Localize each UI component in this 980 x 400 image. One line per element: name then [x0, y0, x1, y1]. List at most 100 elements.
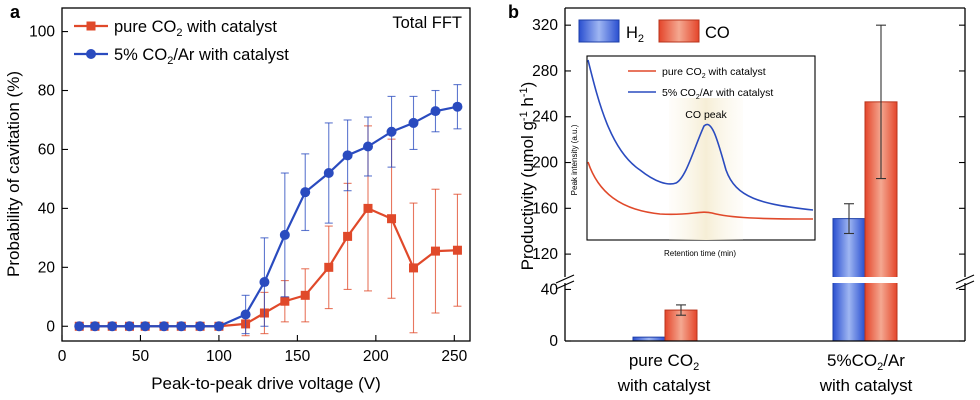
panel-a-frame — [61, 7, 471, 342]
data-point — [176, 321, 187, 332]
legend-text-rest: with catalyst — [182, 18, 277, 36]
co-peak-label: CO peak — [685, 109, 727, 121]
cat-main: 5%CO — [827, 351, 877, 370]
category-label-5pct-co2-ar: 5%CO2/Ar — [827, 351, 905, 373]
y-tick-label: 60 — [38, 141, 56, 158]
category-labels: pure CO2 with catalyst 5%CO2/Ar with cat… — [617, 351, 913, 395]
legend-item-pure-co2: pure CO2 with catalyst — [74, 18, 277, 39]
panel-a-series — [74, 84, 463, 337]
series-pure-co2 — [74, 125, 462, 337]
legend-text-subscript: 2 — [696, 94, 700, 101]
legend-marker-pure-co2 — [86, 21, 96, 31]
data-point — [363, 203, 373, 213]
axis-break-marks — [555, 274, 975, 290]
data-point — [300, 290, 310, 300]
panel-b-letter: b — [508, 2, 519, 22]
legend-text-main: H — [626, 24, 638, 42]
cat-main: pure CO — [629, 351, 693, 370]
cat-sub: 2 — [693, 361, 699, 373]
inset-trace-pure-co2 — [587, 161, 814, 220]
data-point — [387, 214, 397, 224]
y-tick-label: 320 — [532, 17, 558, 34]
inset-legend: pure CO2 with catalyst 5% CO2/Ar with ca… — [628, 66, 773, 101]
y-tick-label: 80 — [38, 83, 56, 100]
x-tick-label: 50 — [132, 348, 150, 365]
data-point — [140, 321, 151, 332]
panel-a-x-ticks: 0 50 100 150 200 250 — [58, 335, 468, 365]
cat-rest: /Ar — [883, 351, 905, 370]
legend-text-main: pure CO — [114, 18, 177, 36]
legend-label-pure-co2: pure CO2 with catalyst — [114, 18, 277, 39]
total-fft-annotation: Total FFT — [392, 14, 462, 32]
x-tick-label: 0 — [58, 348, 67, 365]
category-label-5pct-co2-ar-line2: with catalyst — [819, 376, 913, 395]
legend-text-subscript: 2 — [702, 73, 706, 80]
data-point — [409, 263, 419, 273]
series-line — [79, 105, 458, 328]
category-label-pure-co2-line2: with catalyst — [617, 376, 711, 395]
data-point — [300, 187, 311, 198]
data-point — [259, 277, 270, 288]
legend-text-rest: /Ar with catalyst — [700, 87, 774, 99]
x-tick-label: 100 — [206, 348, 232, 365]
data-point — [452, 101, 463, 112]
data-point — [408, 117, 419, 128]
x-tick-label: 200 — [363, 348, 389, 365]
panel-a-x-axis-title: Peak-to-peak drive voltage (V) — [151, 374, 381, 393]
y-title-end: ) — [518, 82, 537, 88]
axis-break-gap — [566, 277, 964, 283]
y-tick-label: 0 — [46, 318, 55, 335]
panel-a-letter: a — [10, 2, 21, 22]
data-point — [74, 321, 85, 332]
y-tick-label: 160 — [532, 200, 558, 217]
y-tick-label: 240 — [532, 109, 558, 126]
panel-b-y-axis-title: Productivity (umol g-1 h-1) — [518, 82, 537, 271]
y-tick-label: 100 — [29, 24, 55, 41]
y-tick-label: 40 — [38, 200, 56, 217]
legend-label-co: CO — [705, 24, 730, 42]
legend-text-rest: /Ar with catalyst — [173, 46, 289, 64]
data-point — [452, 245, 462, 255]
legend-text-main: 5% CO — [114, 46, 167, 64]
category-label-pure-co2: pure CO2 — [629, 351, 699, 373]
y-tick-label: 120 — [532, 246, 558, 263]
data-point — [342, 150, 353, 161]
legend-text-subscript: 2 — [176, 27, 182, 39]
y-tick-label: 0 — [549, 333, 558, 350]
panel-a-legend: pure CO2 with catalyst 5% CO2/Ar with ca… — [74, 18, 289, 67]
legend-text-subscript: 2 — [638, 33, 644, 45]
legend-text-main: 5% CO — [662, 87, 696, 99]
data-point — [363, 141, 373, 152]
inset-legend-label-pure-co2: pure CO2 with catalyst — [662, 66, 766, 80]
data-point — [323, 168, 334, 179]
legend-swatch-h2 — [578, 19, 620, 43]
x-tick-label: 150 — [284, 348, 310, 365]
data-point — [107, 321, 118, 332]
data-point — [430, 106, 441, 117]
data-point — [280, 296, 290, 306]
y-title-sup1: -1 — [518, 111, 530, 121]
inset-legend-label-5pct-co2-ar: 5% CO2/Ar with catalyst — [662, 87, 773, 101]
y-title-mid: h — [518, 97, 537, 111]
y-title-main: Productivity (umol g — [518, 121, 537, 270]
legend-label-h2: H2 — [626, 24, 644, 45]
panel-a-y-ticks: 0 20 40 60 80 100 — [29, 24, 68, 335]
panel-b: b 0 40 120 160 200 240 280 320 Productivity (um… — [508, 2, 975, 395]
inset-y-axis-title: Peak intensity (a.u.) — [570, 124, 579, 195]
data-point — [430, 246, 440, 256]
data-point — [343, 231, 353, 241]
cat-sub: 2 — [877, 361, 883, 373]
y-tick-label: 200 — [532, 155, 558, 172]
legend-text-main: pure CO — [662, 66, 702, 78]
data-point — [195, 321, 206, 332]
legend-marker-5pct-co2-ar — [86, 49, 96, 59]
x-tick-label: 250 — [441, 348, 467, 365]
y-tick-label: 280 — [532, 63, 558, 80]
legend-swatch-co — [658, 19, 700, 43]
data-point — [159, 321, 169, 332]
data-point — [124, 321, 135, 332]
legend-label-5pct-co2-ar: 5% CO2/Ar with catalyst — [114, 46, 289, 67]
data-point — [213, 321, 224, 332]
inset-chromatogram: CO peak Peak intensity (a.u.) Retention … — [570, 55, 816, 258]
